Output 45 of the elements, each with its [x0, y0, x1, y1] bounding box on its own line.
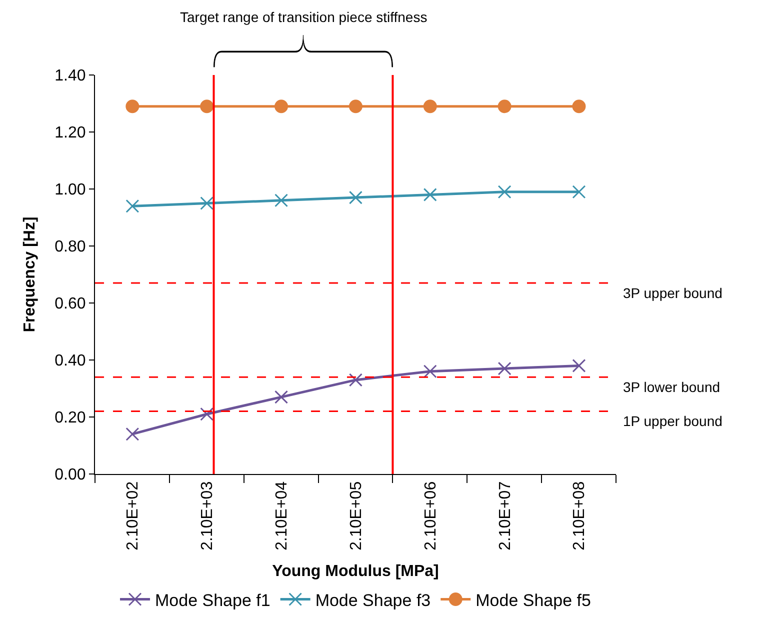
x-tick-label: 2.10E+07 [496, 481, 514, 550]
point [274, 390, 288, 404]
point [498, 362, 512, 376]
point [348, 100, 362, 114]
x-tick-label: 2.10E+03 [199, 481, 216, 550]
y-tick-label: 0.40 [54, 352, 86, 370]
point [274, 100, 288, 114]
point [126, 100, 140, 114]
y-axis-title: Frequency [Hz] [22, 216, 39, 332]
x-tick-label: 2.10E+04 [273, 481, 290, 550]
point [572, 100, 586, 114]
y-tick-label: 0.20 [54, 410, 86, 427]
point [423, 188, 437, 202]
point [200, 100, 214, 114]
y-tick-label: 1.20 [54, 124, 86, 142]
point [200, 196, 214, 210]
x-tick-label: 2.10E+05 [348, 481, 365, 550]
x-axis-title: Young Modulus [MPa] [272, 563, 439, 580]
y-tick-label: 0.00 [54, 466, 86, 484]
legend-label: Mode Shape f5 [476, 590, 591, 610]
point [423, 364, 437, 378]
x-tick-label: 2.10E+06 [422, 481, 440, 550]
y-tick-label: 0.80 [54, 238, 86, 256]
ref-line-label: 3P upper bound [623, 285, 722, 301]
x-tick-label: 2.10E+02 [124, 481, 142, 550]
point [348, 190, 362, 204]
text: Target range of transition piece stiffness [180, 9, 428, 25]
point [274, 194, 288, 208]
point [126, 199, 140, 213]
point [572, 185, 586, 199]
point [348, 373, 362, 387]
ref-line-label: 1P upper bound [623, 413, 722, 429]
point [572, 358, 586, 372]
point [126, 427, 140, 441]
legend-label: Mode Shape f3 [315, 590, 431, 610]
y-tick-label: 1.00 [54, 182, 86, 199]
y-tick-label: 0.60 [54, 296, 86, 313]
point [498, 100, 512, 114]
legend-label: Mode Shape f1 [155, 590, 270, 610]
point [200, 407, 214, 421]
x-tick-label: 2.10E+08 [571, 481, 588, 550]
y-tick-label: 1.40 [54, 68, 86, 85]
point [498, 185, 512, 199]
point [423, 100, 437, 114]
ref-line-label: 3P lower bound [623, 379, 720, 395]
